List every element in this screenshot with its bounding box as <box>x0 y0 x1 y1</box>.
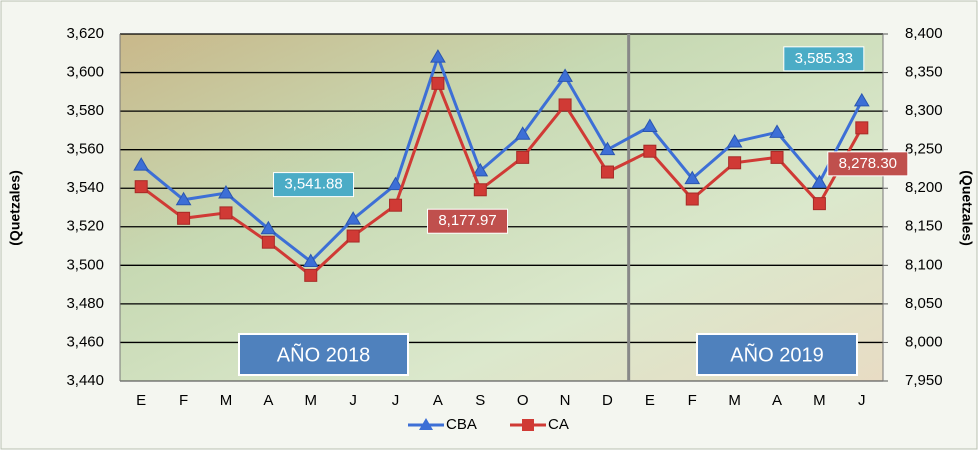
data-point <box>643 144 657 158</box>
y-tick-label: 3,580 <box>66 102 104 119</box>
y2-tick-label: 8,000 <box>905 333 943 350</box>
x-tick-label: D <box>602 392 613 409</box>
legend-marker <box>522 419 534 431</box>
data-point <box>770 150 784 164</box>
data-point <box>558 98 572 112</box>
x-tick-label: M <box>305 392 318 409</box>
data-point <box>260 220 277 235</box>
data-point <box>430 49 446 63</box>
x-tick-label: O <box>517 392 529 409</box>
y2-tick-label: 8,400 <box>905 25 943 42</box>
x-tick-label: M <box>813 392 826 409</box>
y-tick-label: 3,440 <box>66 372 104 389</box>
data-point <box>387 176 404 191</box>
value-label-box <box>783 46 865 72</box>
data-point <box>684 170 701 185</box>
value-label-box <box>273 172 355 198</box>
data-point <box>218 185 234 199</box>
data-point <box>431 76 445 90</box>
data-point <box>811 174 828 188</box>
x-tick-label: E <box>645 392 655 409</box>
y-tick-label: 3,460 <box>66 333 104 350</box>
y-tick-label: 3,540 <box>66 179 104 196</box>
data-point <box>853 92 870 107</box>
legend-label: CBA <box>446 416 477 433</box>
data-point <box>728 156 742 170</box>
y-tick-label: 3,500 <box>66 256 104 273</box>
annotation-box <box>696 333 858 376</box>
data-point <box>345 211 362 225</box>
annotation: AÑO 2018 <box>277 342 370 366</box>
y-tick-label: 3,620 <box>66 25 104 42</box>
value-label: 3,541.88 <box>284 176 342 193</box>
data-point <box>261 235 275 249</box>
data-point <box>346 229 360 243</box>
data-point <box>599 141 616 156</box>
data-point <box>134 180 148 194</box>
x-tick-label: M <box>728 392 741 409</box>
y2-tick-label: 8,050 <box>905 295 943 312</box>
data-point <box>641 118 658 133</box>
y2-tick-label: 7,950 <box>905 372 943 389</box>
y2-tick-label: 8,100 <box>905 256 943 273</box>
data-point <box>302 253 319 267</box>
data-point <box>685 192 699 206</box>
y2-tick-label: 8,150 <box>905 218 943 235</box>
data-point <box>855 121 869 135</box>
data-point <box>557 68 573 82</box>
x-tick-label: A <box>772 392 782 409</box>
y2-tick-label: 8,250 <box>905 141 943 158</box>
data-point <box>516 150 530 164</box>
data-point <box>812 197 826 211</box>
x-tick-label: J <box>392 392 400 409</box>
annotation-box <box>238 333 409 376</box>
y-tick-label: 3,480 <box>66 295 104 312</box>
plot-background <box>120 34 883 381</box>
data-point <box>177 211 191 225</box>
data-point <box>769 124 785 138</box>
data-point <box>389 198 403 212</box>
y-tick-label: 3,520 <box>66 218 104 235</box>
data-point <box>726 133 743 148</box>
data-point <box>219 206 233 220</box>
y2-tick-label: 8,350 <box>905 64 943 81</box>
data-point <box>473 183 487 197</box>
x-tick-label: M <box>220 392 233 409</box>
x-tick-label: J <box>858 392 866 409</box>
series-line <box>140 52 864 264</box>
value-label: 3,585.33 <box>795 50 853 67</box>
annotation: AÑO 2019 <box>730 342 823 366</box>
data-point <box>175 191 192 206</box>
data-point <box>304 268 318 282</box>
y-tick-label: 3,600 <box>66 64 104 81</box>
data-point <box>600 165 614 179</box>
value-label-box <box>427 208 509 234</box>
x-tick-label: A <box>433 392 443 409</box>
x-tick-label: N <box>560 392 571 409</box>
x-tick-label: A <box>263 392 273 409</box>
x-tick-label: F <box>179 392 188 409</box>
x-tick-label: J <box>349 392 357 409</box>
y2-tick-label: 8,200 <box>905 179 943 196</box>
data-point <box>133 157 150 171</box>
legend-marker <box>419 418 433 430</box>
x-tick-label: F <box>688 392 697 409</box>
y2-axis-label: (Quetzales) <box>959 170 975 245</box>
value-label: 8,278.30 <box>839 155 897 172</box>
legend-label: CA <box>548 416 569 433</box>
y-axis-label: (Quetzales) <box>7 170 23 245</box>
value-label: 8,177.97 <box>438 212 496 229</box>
data-point <box>514 126 531 140</box>
value-label-box <box>827 151 909 177</box>
x-tick-label: S <box>475 392 485 409</box>
x-tick-label: E <box>136 392 146 409</box>
series-line <box>140 79 864 278</box>
data-point <box>472 162 489 177</box>
y-tick-label: 3,560 <box>66 141 104 158</box>
y2-tick-label: 8,300 <box>905 102 943 119</box>
